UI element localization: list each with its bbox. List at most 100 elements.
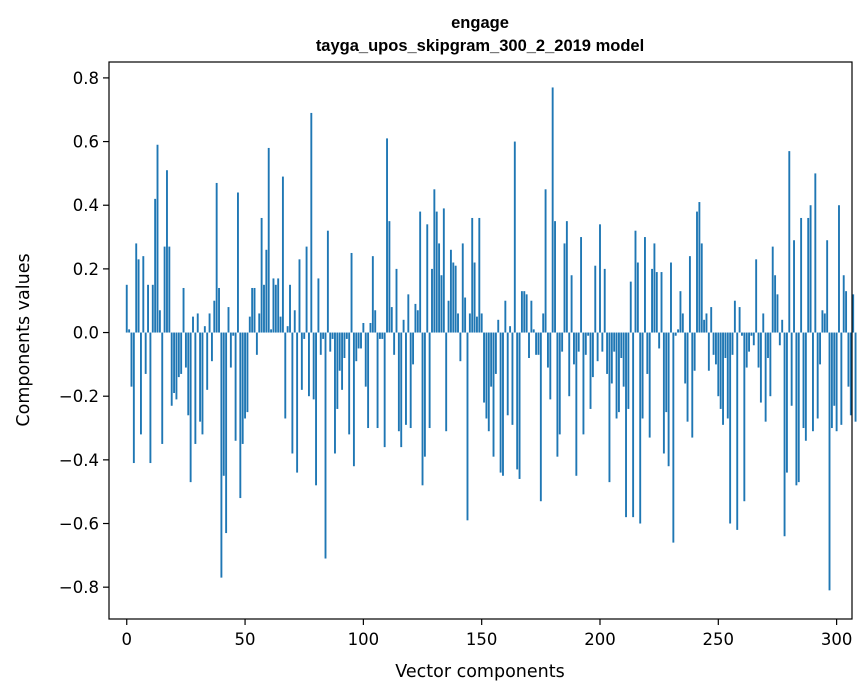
bar-component-151: [483, 332, 485, 403]
bar-component-119: [407, 294, 410, 333]
bar-component-162: [509, 326, 512, 333]
bar-component-43: [227, 307, 230, 333]
bar-component-253: [724, 332, 727, 358]
bar-component-206: [613, 332, 616, 352]
bar-component-39: [218, 287, 220, 333]
bar-component-256: [731, 332, 734, 355]
bar-component-13: [156, 144, 159, 333]
bar-component-177: [544, 189, 547, 333]
bar-component-223: [653, 243, 656, 333]
bar-component-246: [707, 332, 710, 371]
bar-component-121: [412, 332, 415, 365]
bar-component-29: [194, 332, 197, 444]
bar-component-191: [577, 332, 580, 352]
bar-component-104: [371, 256, 374, 333]
bar-component-94: [348, 332, 351, 435]
bar-component-275: [776, 294, 779, 333]
bar-component-160: [504, 300, 507, 333]
bar-component-88: [334, 332, 336, 454]
bar-component-296: [826, 240, 829, 333]
bar-component-115: [397, 332, 400, 432]
bar-component-165: [516, 332, 519, 470]
bar-component-202: [603, 268, 606, 333]
bar-component-78: [310, 112, 313, 333]
bar-component-153: [487, 332, 490, 432]
bar-component-280: [788, 151, 791, 333]
bar-component-20: [173, 332, 176, 394]
bar-component-47: [237, 192, 239, 333]
x-axis-ticks: 0 50 100 150 200 250 300: [121, 619, 852, 649]
bar-component-100: [362, 322, 365, 333]
bar-component-294: [821, 310, 824, 333]
bar-component-73: [298, 259, 301, 333]
bar-component-15: [161, 332, 164, 444]
bar-component-284: [797, 332, 800, 483]
bar-component-287: [804, 332, 807, 441]
bar-component-187: [568, 332, 571, 397]
bar-component-158: [499, 332, 502, 473]
bar-component-132: [438, 243, 441, 333]
bar-component-170: [528, 332, 530, 358]
bar-component-192: [580, 237, 583, 333]
bar-component-139: [454, 265, 457, 333]
bar-component-21: [175, 332, 178, 400]
bar-component-229: [667, 332, 670, 467]
bar-component-267: [757, 332, 760, 368]
bar-component-9: [147, 284, 149, 333]
bar-component-101: [364, 332, 367, 387]
bar-component-87: [331, 332, 334, 339]
bar-component-228: [665, 332, 668, 413]
bar-component-55: [255, 332, 258, 355]
bar-component-135: [445, 332, 448, 432]
bar-component-255: [729, 332, 732, 524]
bar-component-42: [225, 332, 228, 534]
bar-component-264: [750, 332, 753, 336]
bar-component-35: [208, 313, 211, 333]
bar-component-19: [170, 332, 173, 406]
bar-component-83: [322, 332, 325, 339]
bar-component-120: [409, 332, 412, 429]
bar-component-297: [828, 332, 831, 591]
bar-component-118: [405, 332, 407, 425]
bar-component-173: [535, 332, 538, 355]
bar-component-65: [279, 316, 282, 333]
bar-component-112: [390, 307, 393, 333]
bar-component-45: [232, 332, 235, 336]
bar-component-126: [423, 332, 426, 457]
bar-component-293: [819, 332, 821, 365]
bar-component-56: [258, 313, 261, 333]
bar-component-270: [764, 332, 767, 422]
bar-component-97: [355, 332, 358, 362]
bar-component-86: [329, 332, 332, 352]
bar-component-154: [490, 332, 493, 387]
bar-component-58: [263, 284, 265, 333]
bar-component-28: [192, 316, 194, 333]
bar-component-300: [835, 332, 838, 432]
bar-component-36: [210, 332, 213, 362]
bar-component-233: [677, 329, 680, 333]
bar-component-102: [367, 332, 370, 429]
bar-component-141: [459, 332, 462, 362]
bar-component-30: [196, 313, 199, 333]
bar-component-220: [646, 332, 649, 374]
bar-component-179: [549, 332, 552, 400]
y-tick-label: 0.2: [73, 260, 99, 279]
bar-component-167: [520, 291, 523, 333]
bar-component-152: [485, 332, 488, 419]
bar-component-40: [220, 332, 223, 578]
bar-component-18: [168, 246, 171, 333]
y-tick-label: −0.2: [59, 387, 99, 406]
bar-component-186: [565, 221, 568, 333]
bar-component-136: [447, 300, 450, 333]
bar-component-259: [738, 307, 741, 333]
bar-component-67: [284, 332, 287, 419]
bar-component-249: [714, 332, 717, 365]
bar-component-14: [158, 310, 161, 333]
bar-component-25: [184, 332, 187, 368]
bar-component-113: [393, 332, 396, 355]
bar-component-110: [386, 138, 388, 333]
bar-component-48: [239, 332, 242, 499]
bar-component-66: [281, 176, 284, 333]
bar-component-238: [688, 256, 691, 333]
y-tick-label: 0.4: [73, 196, 99, 215]
